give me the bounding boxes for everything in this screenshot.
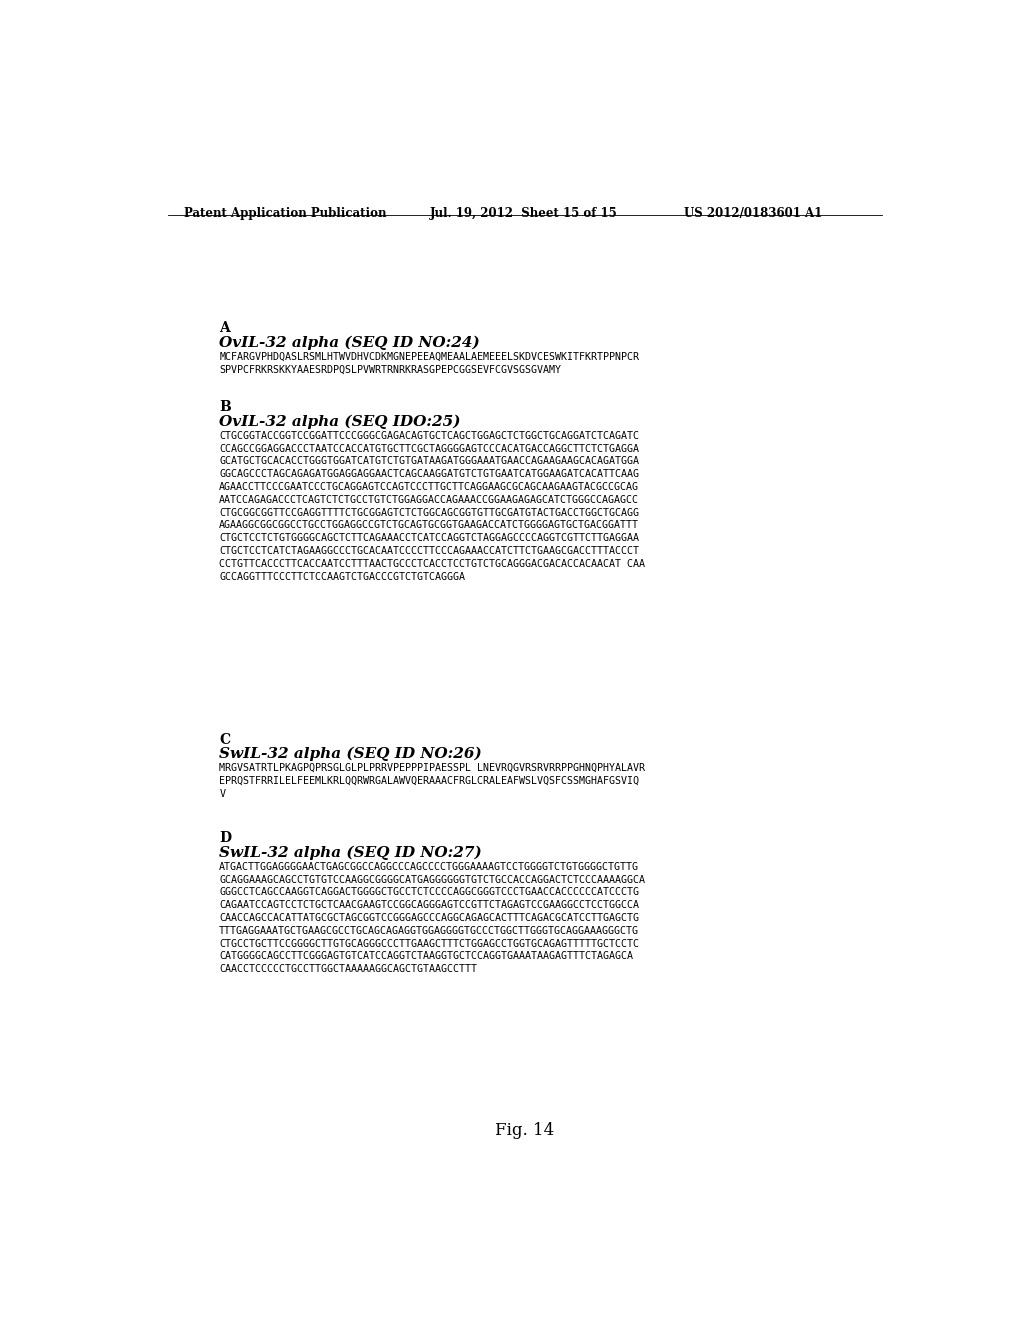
Text: CTGCGGTACCGGTCCGGATTCCCGGGCGAGACAGTGCTCAGCTGGAGCTCTGGCTGCAGGATCTCAGATC
CCAGCCGGA: CTGCGGTACCGGTCCGGATTCCCGGGCGAGACAGTGCTCA…: [219, 430, 645, 582]
Text: Patent Application Publication: Patent Application Publication: [183, 207, 386, 220]
Text: OvIL-32 alpha (SEQ IDO:25): OvIL-32 alpha (SEQ IDO:25): [219, 414, 461, 429]
Text: US 2012/0183601 A1: US 2012/0183601 A1: [684, 207, 822, 220]
Text: SwIL-32 alpha (SEQ ID NO:26): SwIL-32 alpha (SEQ ID NO:26): [219, 747, 482, 762]
Text: OvIL-32 alpha (SEQ ID NO:24): OvIL-32 alpha (SEQ ID NO:24): [219, 335, 480, 350]
Text: MCFARGVPHDQASLRSMLHTWVDHVCDKMGNEPEEAQMEAALAEMEEELSKDVCESWKITFKRTPPNPCR
SPVPCFRKR: MCFARGVPHDQASLRSMLHTWVDHVCDKMGNEPEEAQMEA…: [219, 351, 639, 375]
Text: MRGVSATRTLPKAGPQPRSGLGLPLPRRVPEPPPIPAESSPL LNEVRQGVRSRVRRPPGHNQPHYALAVR
EPRQSTFR: MRGVSATRTLPKAGPQPRSGLGLPLPRRVPEPPPIPAESS…: [219, 763, 645, 799]
Text: SwIL-32 alpha (SEQ ID NO:27): SwIL-32 alpha (SEQ ID NO:27): [219, 846, 482, 859]
Text: B: B: [219, 400, 231, 414]
Text: D: D: [219, 832, 231, 845]
Text: ATGACTTGGAGGGGAACTGAGCGGCCAGGCCCAGCCCCTGGGAAAAGTCCTGGGGTCTGTGGGGCTGTTG
GCAGGAAAG: ATGACTTGGAGGGGAACTGAGCGGCCAGGCCCAGCCCCTG…: [219, 862, 645, 974]
Text: A: A: [219, 321, 230, 335]
Text: C: C: [219, 733, 230, 747]
Text: Jul. 19, 2012  Sheet 15 of 15: Jul. 19, 2012 Sheet 15 of 15: [430, 207, 617, 220]
Text: Fig. 14: Fig. 14: [496, 1122, 554, 1139]
